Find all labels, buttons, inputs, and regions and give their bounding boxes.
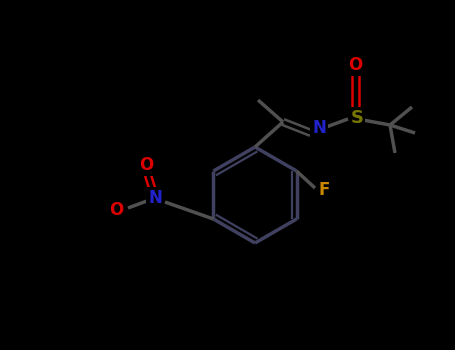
Text: O: O bbox=[109, 201, 123, 219]
Text: N: N bbox=[148, 189, 162, 207]
Text: F: F bbox=[318, 181, 330, 199]
Text: O: O bbox=[348, 56, 362, 74]
Text: O: O bbox=[139, 156, 153, 174]
Text: N: N bbox=[312, 119, 326, 137]
Text: S: S bbox=[350, 109, 364, 127]
